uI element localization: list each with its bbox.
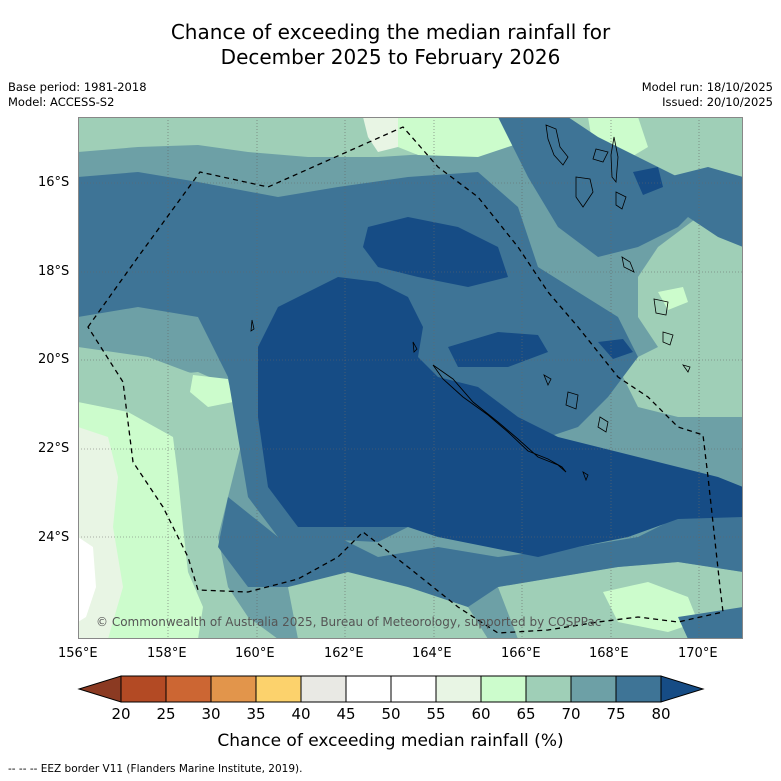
eez-border xyxy=(87,126,724,634)
lon-label-164e: 164°E xyxy=(412,646,452,661)
colorbar-bin-30-35 xyxy=(210,675,257,703)
lon-label-158e: 158°E xyxy=(147,646,187,661)
region-75-80-southeast xyxy=(678,607,743,639)
colorbar-tick-70: 70 xyxy=(561,705,581,723)
colorbar-tick-60: 60 xyxy=(471,705,491,723)
colorbar-bin-70-75 xyxy=(570,675,617,703)
lon-label-160e: 160°E xyxy=(235,646,275,661)
colorbar-tick-80: 80 xyxy=(651,705,671,723)
colorbar-tick-40: 40 xyxy=(291,705,311,723)
colorbar-tick-30: 30 xyxy=(201,705,221,723)
region-65-70-southcenter xyxy=(288,572,488,639)
lat-label-24s: 24°S xyxy=(38,530,70,545)
colorbar-bin-65-70 xyxy=(525,675,572,703)
colorbar-tick-45: 45 xyxy=(336,705,356,723)
colorbar-tick-75: 75 xyxy=(606,705,626,723)
colorbar-bin-75-80 xyxy=(615,675,662,703)
region-75-80-south xyxy=(218,497,743,607)
copyright-notice: © Commonwealth of Australia 2025, Bureau… xyxy=(96,615,601,629)
region-60-65-north xyxy=(368,117,523,157)
lon-label-162e: 162°E xyxy=(324,646,364,661)
colorbar-bin-40-45 xyxy=(300,675,347,703)
region-above-80-main xyxy=(258,277,743,557)
colorbar-tick-55: 55 xyxy=(426,705,446,723)
model-run: Model run: 18/10/2025 xyxy=(641,80,773,94)
region-65-70-east xyxy=(618,207,743,417)
title-line-1: Chance of exceeding the median rainfall … xyxy=(170,20,611,44)
issued-date: Issued: 20/10/2025 xyxy=(662,95,773,109)
colorbar-tick-65: 65 xyxy=(516,705,536,723)
eez-footnote: -- -- -- EEZ border V11 (Flanders Marine… xyxy=(8,763,303,775)
region-above-80-east xyxy=(448,332,548,367)
region-60-65-southeast xyxy=(603,582,698,632)
chesterfield-islands xyxy=(250,319,418,353)
title-line-2: December 2025 to February 2026 xyxy=(220,45,561,69)
rainfall-map: © Commonwealth of Australia 2025, Bureau… xyxy=(78,117,743,639)
colorbar-bin-55-60 xyxy=(435,675,482,703)
colorbar-tick-35: 35 xyxy=(246,705,266,723)
lat-label-20s: 20°S xyxy=(38,352,70,367)
colorbar-tick-20: 20 xyxy=(111,705,131,723)
lon-label-156e: 156°E xyxy=(58,646,98,661)
lon-label-168e: 168°E xyxy=(589,646,629,661)
model-name: Model: ACCESS-S2 xyxy=(8,95,115,109)
lat-label-18s: 18°S xyxy=(38,264,70,279)
meta-right: Model run: 18/10/2025 Issued: 20/10/2025 xyxy=(642,80,773,110)
loyalty-islands xyxy=(543,374,609,482)
colorbar-bin-60-65 xyxy=(480,675,527,703)
colorbar-extend-high xyxy=(660,675,705,703)
colorbar-bin-25-30 xyxy=(165,675,212,703)
region-75-80-northeast xyxy=(498,117,698,257)
colorbar-title: Chance of exceeding median rainfall (%) xyxy=(217,731,564,751)
lat-label-22s: 22°S xyxy=(38,441,70,456)
colorbar-bin-35-40 xyxy=(255,675,302,703)
region-60-65-mid-patch xyxy=(190,375,233,407)
colorbar xyxy=(77,675,705,703)
region-55-60-north xyxy=(363,117,398,152)
map-frame xyxy=(78,117,743,639)
meta-left: Base period: 1981-2018 Model: ACCESS-S2 xyxy=(8,80,147,110)
region-75-80-east xyxy=(668,167,743,247)
region-55-60-west-inner xyxy=(78,537,96,622)
lat-label-16s: 16°S xyxy=(38,175,70,190)
vanuatu-coastline xyxy=(545,124,691,373)
chart-title: Chance of exceeding the median rainfall … xyxy=(0,20,781,70)
region-above-80-north xyxy=(363,217,508,287)
gridlines xyxy=(78,117,743,639)
lon-label-166e: 166°E xyxy=(501,646,541,661)
region-60-65-east-patch xyxy=(658,287,688,310)
new-caledonia-coastline xyxy=(432,364,567,473)
region-above-80-ne-small xyxy=(633,167,663,195)
base-period: Base period: 1981-2018 xyxy=(8,80,147,94)
lon-label-170e: 170°E xyxy=(678,646,718,661)
colorbar-bin-50-55 xyxy=(390,675,437,703)
colorbar-tick-25: 25 xyxy=(156,705,176,723)
region-above-80-ne-patch xyxy=(598,339,633,359)
colorbar-tick-50: 50 xyxy=(381,705,401,723)
colorbar-extend-low xyxy=(77,675,122,703)
colorbar-bin-20-25 xyxy=(120,675,167,703)
colorbar-bin-45-50 xyxy=(345,675,392,703)
